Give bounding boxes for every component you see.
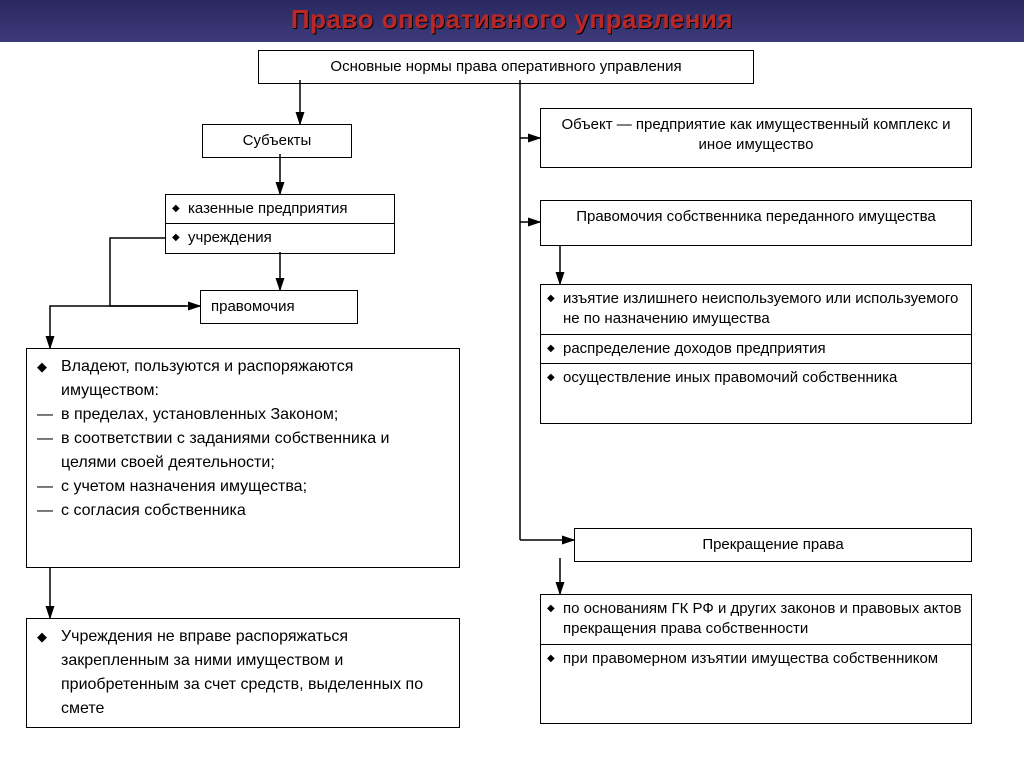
node-label: Прекращение права <box>702 536 843 553</box>
list-item: учреждения <box>166 224 394 252</box>
text: в соответствии с заданиями собственника … <box>61 427 449 475</box>
list-item: казенные предприятия <box>166 195 394 224</box>
dash-icon: — <box>37 427 61 475</box>
node-termination-list: по основаниям ГК РФ и других законов и п… <box>540 594 972 724</box>
node-label: Правомочия собственника переданного имущ… <box>576 208 936 225</box>
bullet-icon: ◆ <box>37 355 61 403</box>
node-owner-powers-list: изъятие излишнего неиспользуемого или ис… <box>540 284 972 424</box>
node-label: Объект — предприятие как имущественный к… <box>562 116 951 153</box>
node-label: Основные нормы права оперативного управл… <box>330 58 681 75</box>
node-ownership-details: ◆Владеют, пользуются и распоряжаются иму… <box>26 348 460 568</box>
node-subjects-list: казенные предприятия учреждения <box>165 194 395 254</box>
bullet-icon: ◆ <box>37 625 61 721</box>
node-institutions-restriction: ◆Учреждения не вправе распоряжаться закр… <box>26 618 460 728</box>
node-label: Субъекты <box>243 132 312 149</box>
list-item: при правомерном изъятии имущества собств… <box>541 645 971 673</box>
node-subjects: Субъекты <box>202 124 352 158</box>
text: Владеют, пользуются и распоряжаются имущ… <box>61 355 449 403</box>
node-termination: Прекращение права <box>574 528 972 562</box>
text: Учреждения не вправе распоряжаться закре… <box>61 625 449 721</box>
list-item: изъятие излишнего неиспользуемого или ис… <box>541 285 971 335</box>
dash-icon: — <box>37 475 61 499</box>
list-item: осуществление иных правомочий собственни… <box>541 364 971 392</box>
node-owner-powers: Правомочия собственника переданного имущ… <box>540 200 972 246</box>
text: с согласия собственника <box>61 499 246 523</box>
list-item: распределение доходов предприятия <box>541 335 971 364</box>
node-label: правомочия <box>211 298 295 315</box>
dash-icon: — <box>37 499 61 523</box>
dash-icon: — <box>37 403 61 427</box>
page-title: Право оперативного управления <box>0 4 1024 35</box>
node-powers: правомочия <box>200 290 358 324</box>
text: с учетом назначения имущества; <box>61 475 307 499</box>
node-object: Объект — предприятие как имущественный к… <box>540 108 972 168</box>
node-root: Основные нормы права оперативного управл… <box>258 50 754 84</box>
text: в пределах, установленных Законом; <box>61 403 338 427</box>
list-item: по основаниям ГК РФ и других законов и п… <box>541 595 971 645</box>
